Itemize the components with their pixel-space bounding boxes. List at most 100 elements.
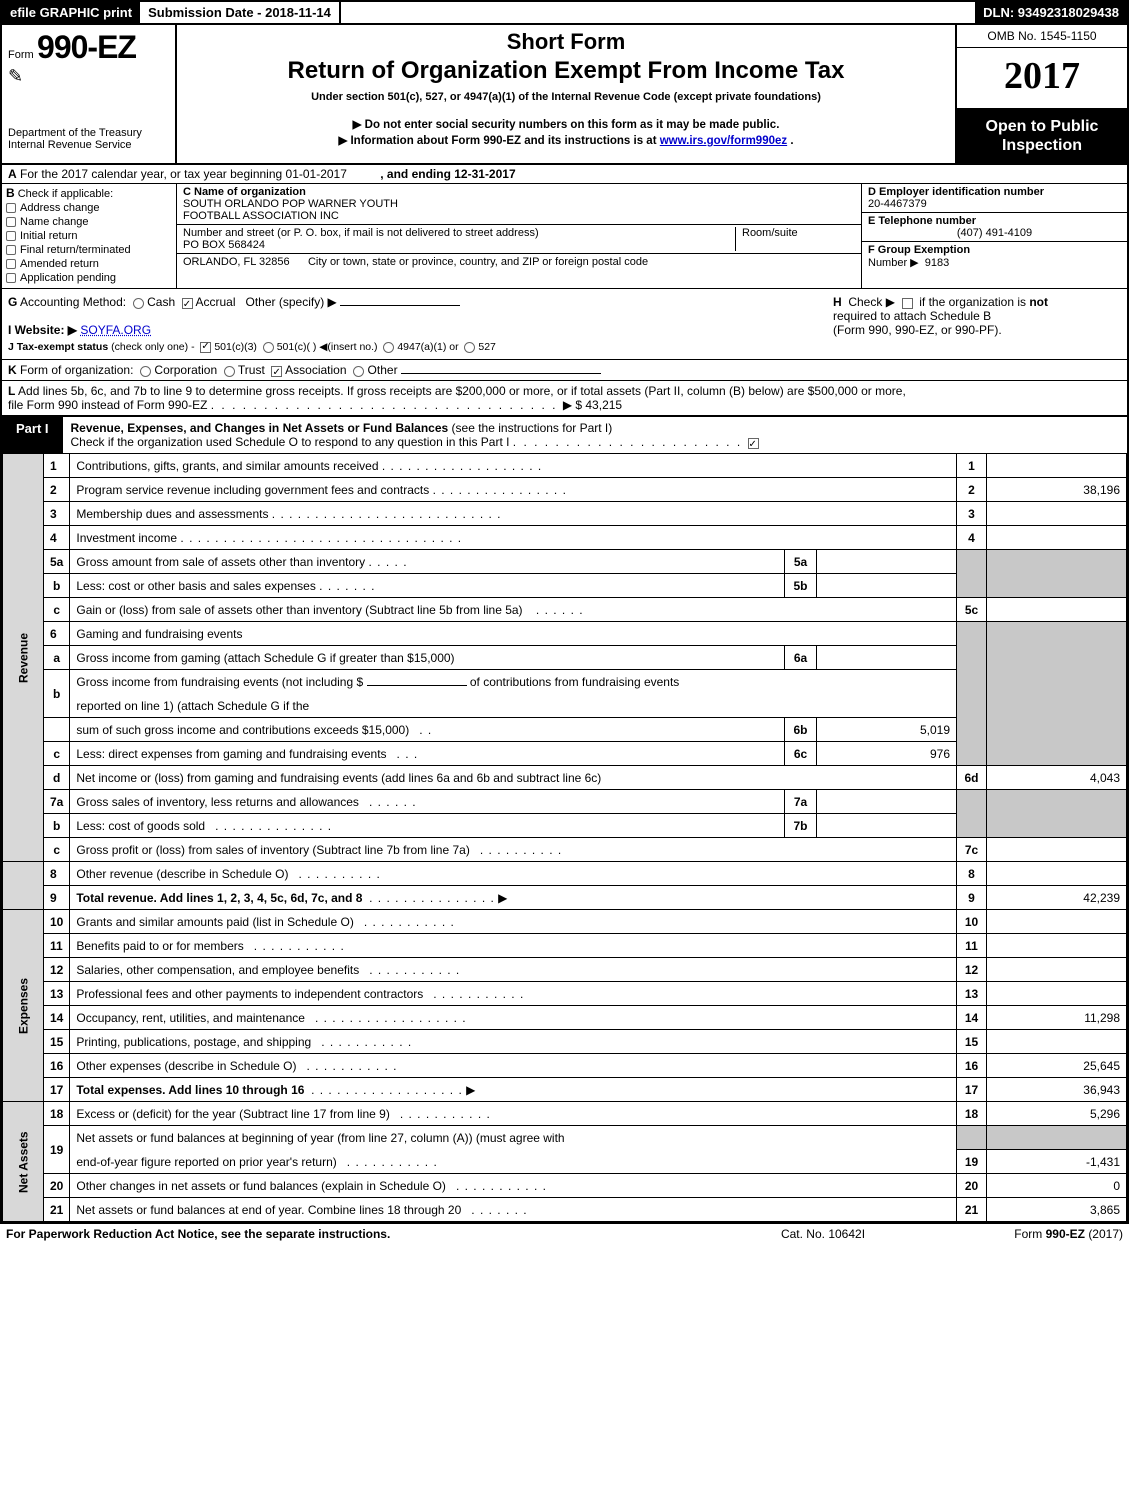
subline-value: 976 — [817, 742, 957, 766]
contrib-input[interactable] — [367, 685, 467, 686]
line-desc: Total revenue. Add lines 1, 2, 3, 4, 5c,… — [70, 886, 957, 910]
line-num: 18 — [44, 1102, 70, 1126]
line-desc: Salaries, other compensation, and employ… — [70, 958, 957, 982]
table-row: 7a Gross sales of inventory, less return… — [3, 790, 1127, 814]
subline-num: 6b — [785, 718, 817, 742]
line-cellnum: 17 — [957, 1078, 987, 1102]
line-value: -1,431 — [987, 1150, 1127, 1174]
ghi-left: G Accounting Method: Cash Accrual Other … — [2, 289, 827, 359]
line-desc: Benefits paid to or for members . . . . … — [70, 934, 957, 958]
table-row: 8 Other revenue (describe in Schedule O)… — [3, 862, 1127, 886]
treasury-dept: Department of the Treasury Internal Reve… — [8, 127, 169, 151]
k-corp: Corporation — [154, 363, 217, 377]
line-desc: Grants and similar amounts paid (list in… — [70, 910, 957, 934]
line-cellnum: 18 — [957, 1102, 987, 1126]
section-bcdef: B Check if applicable: Address change Na… — [2, 184, 1127, 289]
line-desc: Other changes in net assets or fund bala… — [70, 1174, 957, 1198]
open-line1: Open to Public — [961, 117, 1123, 136]
line-cellnum: 9 — [957, 886, 987, 910]
header-right: OMB No. 1545-1150 2017 Open to Public In… — [957, 25, 1127, 163]
phone-cell: E Telephone number (407) 491-4109 — [862, 213, 1127, 242]
addr-label: Number and street (or P. O. box, if mail… — [183, 227, 539, 239]
radio-assoc[interactable] — [271, 366, 282, 377]
chk-final-return[interactable]: Final return/terminated — [6, 244, 172, 256]
part-i-table: Revenue 1 Contributions, gifts, grants, … — [2, 453, 1127, 1222]
org-name-row: C Name of organization SOUTH ORLANDO POP… — [177, 184, 861, 225]
chk-address-change[interactable]: Address change — [6, 202, 172, 214]
line-num — [44, 718, 70, 742]
line-num: b — [44, 814, 70, 838]
radio-other[interactable] — [353, 366, 364, 377]
chk-application-pending[interactable]: Application pending — [6, 272, 172, 284]
g-other-input[interactable] — [340, 305, 460, 306]
k-other-input[interactable] — [401, 373, 601, 374]
part-i-label: Part I — [2, 417, 63, 453]
line-num: 14 — [44, 1006, 70, 1030]
subline-value — [817, 550, 957, 574]
website-link[interactable]: SOYFA.ORG — [80, 323, 151, 337]
line-value — [987, 454, 1127, 478]
shaded-cell — [957, 622, 987, 766]
chk-schedule-b[interactable] — [902, 298, 913, 309]
footer-right: Form 990-EZ (2017) — [923, 1227, 1123, 1241]
table-row: 13 Professional fees and other payments … — [3, 982, 1127, 1006]
chk-amended-return[interactable]: Amended return — [6, 258, 172, 270]
l-text2: file Form 990 instead of Form 990-EZ — [8, 398, 207, 412]
line-cellnum: 7c — [957, 838, 987, 862]
radio-trust[interactable] — [224, 366, 235, 377]
line-a-letter: A — [8, 167, 17, 181]
chk-schedule-o[interactable] — [748, 438, 759, 449]
g-opt-accrual: Accrual — [195, 295, 235, 309]
table-row: 19 Net assets or fund balances at beginn… — [3, 1126, 1127, 1150]
dept-line2: Internal Revenue Service — [8, 139, 169, 151]
chk-501c[interactable] — [263, 342, 274, 353]
line-value — [987, 598, 1127, 622]
line-cellnum: 16 — [957, 1054, 987, 1078]
line-desc: Net income or (loss) from gaming and fun… — [70, 766, 957, 790]
radio-cash[interactable] — [133, 298, 144, 309]
line-value: 36,943 — [987, 1078, 1127, 1102]
line-desc: Occupancy, rent, utilities, and maintena… — [70, 1006, 957, 1030]
line-num: 19 — [44, 1126, 70, 1174]
chk-501c3[interactable] — [200, 342, 211, 353]
line-value — [987, 1030, 1127, 1054]
city-label: City or town, state or province, country… — [308, 256, 648, 268]
checkbox-icon — [6, 231, 16, 241]
part-i-header: Part I Revenue, Expenses, and Changes in… — [2, 417, 1127, 453]
chk-initial-return[interactable]: Initial return — [6, 230, 172, 242]
line-value — [987, 910, 1127, 934]
line-desc: Excess or (deficit) for the year (Subtra… — [70, 1102, 957, 1126]
room-label: Room/suite — [742, 227, 798, 239]
chk-527[interactable] — [464, 342, 475, 353]
checkbox-icon — [6, 259, 16, 269]
addr-value: PO BOX 568424 — [183, 239, 265, 251]
line-cellnum: 5c — [957, 598, 987, 622]
l-text1: Add lines 5b, 6c, and 7b to line 9 to de… — [18, 384, 906, 398]
footer-cat-no: Cat. No. 10642I — [723, 1227, 923, 1241]
info-suffix: . — [790, 135, 793, 147]
revenue-side-label-cont — [3, 862, 44, 910]
radio-accrual[interactable] — [182, 298, 193, 309]
line-value — [987, 526, 1127, 550]
line-num: 20 — [44, 1174, 70, 1198]
radio-corp[interactable] — [140, 366, 151, 377]
line-desc: Gross amount from sale of assets other t… — [70, 550, 785, 574]
chk-label: Application pending — [20, 272, 116, 284]
table-row: 9 Total revenue. Add lines 1, 2, 3, 4, 5… — [3, 886, 1127, 910]
line-desc: sum of such gross income and contributio… — [70, 718, 785, 742]
line-num: c — [44, 838, 70, 862]
g-opt-cash: Cash — [147, 295, 175, 309]
table-row: c Gain or (loss) from sale of assets oth… — [3, 598, 1127, 622]
line-value: 11,298 — [987, 1006, 1127, 1030]
chk-4947[interactable] — [383, 342, 394, 353]
subline-num: 7b — [785, 814, 817, 838]
line-desc: Printing, publications, postage, and shi… — [70, 1030, 957, 1054]
line-cellnum: 12 — [957, 958, 987, 982]
f-label2: Number ▶ — [868, 257, 919, 269]
line-desc: Net assets or fund balances at end of ye… — [70, 1198, 957, 1222]
table-row: d Net income or (loss) from gaming and f… — [3, 766, 1127, 790]
chk-name-change[interactable]: Name change — [6, 216, 172, 228]
irs-link[interactable]: www.irs.gov/form990ez — [660, 135, 787, 147]
topbar-spacer — [341, 2, 975, 23]
arrow-icon: ▶ — [466, 1083, 475, 1097]
